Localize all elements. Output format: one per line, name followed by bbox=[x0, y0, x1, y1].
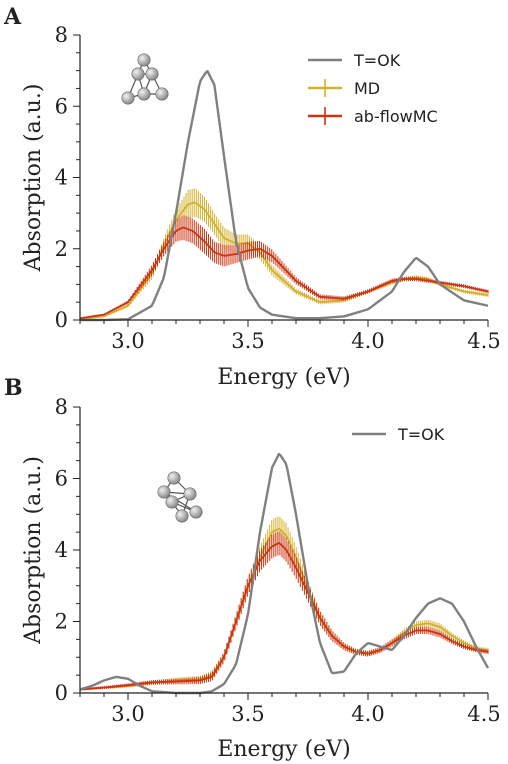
y-tick-label: 6 bbox=[55, 467, 68, 491]
y-tick-label: 4 bbox=[55, 538, 68, 562]
series-line bbox=[80, 70, 489, 322]
x-tick-label: 4.5 bbox=[467, 702, 500, 726]
y-tick-label: 4 bbox=[55, 166, 68, 190]
x-tick-label: 3.0 bbox=[111, 702, 144, 726]
x-tick-label: 4.5 bbox=[467, 329, 500, 353]
atom bbox=[167, 471, 181, 485]
panel-b: B 0 2 4 6 8 3.0 3.5 4.0 4.5 Energy (eV) Absorption … bbox=[4, 375, 501, 762]
legend: T=OK bbox=[352, 425, 445, 444]
series-md bbox=[79, 188, 489, 320]
y-tick-label: 8 bbox=[55, 395, 68, 419]
atom bbox=[155, 87, 169, 101]
x-tick-label: 3.5 bbox=[231, 702, 264, 726]
x-axis-label: Energy (eV) bbox=[217, 737, 350, 762]
y-tick-label: 6 bbox=[55, 94, 68, 118]
x-tick-label: 4.0 bbox=[351, 329, 384, 353]
legend-entry: T=OK bbox=[397, 425, 445, 444]
atom bbox=[157, 485, 171, 499]
planar-6-atom-cluster-icon bbox=[121, 53, 169, 105]
y-axis-label: Absorption (a.u.) bbox=[21, 456, 46, 645]
panel-a: A 0 2 4 6 8 3.0 3.5 4.0 4.5 Energy (eV) Absorption … bbox=[3, 4, 501, 390]
atom bbox=[189, 505, 203, 519]
series-line bbox=[79, 542, 489, 691]
series-line bbox=[79, 201, 489, 320]
atom bbox=[137, 87, 151, 101]
atom bbox=[131, 67, 145, 81]
x-tick-label: 3.5 bbox=[231, 329, 264, 353]
atom bbox=[121, 91, 135, 105]
panel-label: B bbox=[4, 375, 23, 401]
3d-6-atom-cluster-icon bbox=[157, 471, 203, 523]
atom bbox=[145, 67, 159, 81]
x-axis-label: Energy (eV) bbox=[217, 365, 350, 390]
y-tick-label: 2 bbox=[55, 610, 68, 634]
y-tick-label: 2 bbox=[55, 237, 68, 261]
y-tick-label: 8 bbox=[55, 23, 68, 47]
legend-entry: T=OK bbox=[353, 51, 401, 70]
series-ab-flowmc bbox=[79, 531, 489, 691]
panel-label: A bbox=[3, 4, 22, 30]
y-tick-label: 0 bbox=[55, 681, 68, 705]
legend: T=OK MD ab-flowMC bbox=[308, 51, 438, 126]
y-axis-label: Absorption (a.u.) bbox=[21, 84, 46, 273]
y-tick-label: 0 bbox=[55, 308, 68, 332]
series-line bbox=[79, 452, 490, 695]
legend-entry: ab-flowMC bbox=[354, 107, 438, 126]
series-line bbox=[79, 226, 489, 320]
x-tick-label: 4.0 bbox=[351, 702, 384, 726]
atom bbox=[175, 509, 189, 523]
atom bbox=[165, 495, 179, 509]
series-t-ok bbox=[79, 452, 490, 695]
series-ab-flowmc bbox=[79, 215, 489, 320]
x-tick-label: 3.0 bbox=[111, 329, 144, 353]
atom bbox=[137, 53, 151, 67]
atom bbox=[183, 487, 197, 501]
legend-entry: MD bbox=[354, 79, 380, 98]
